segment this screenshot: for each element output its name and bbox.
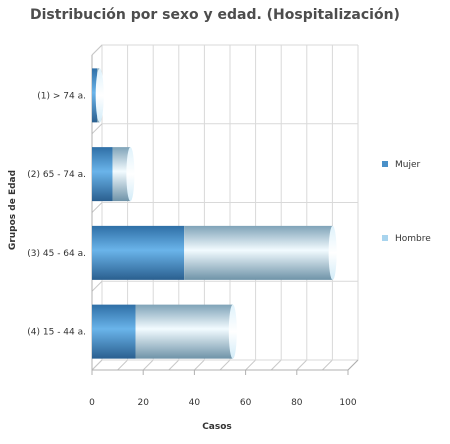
category-label-3: (3) 45 - 64 a. [27, 249, 86, 259]
x-tick-label-80: 80 [291, 398, 303, 408]
bar-end-cap-1 [95, 68, 104, 123]
bar-mujer-2 [92, 147, 113, 202]
grid-floor-line [296, 359, 308, 371]
bar-end-cap-3 [328, 225, 337, 280]
grid-wall-line [91, 123, 103, 135]
x-tick-label-0: 0 [89, 398, 95, 408]
category-labels: (1) > 74 a. (2) 65 - 74 a. (3) 45 - 64 a. (… [27, 91, 86, 337]
bar-hombre-4 [135, 304, 233, 359]
x-axis-label: Casos [202, 422, 232, 432]
grid-floor-line [117, 359, 128, 371]
x-tick-label-20: 20 [137, 398, 149, 408]
bar-hombre-3 [184, 225, 333, 280]
legend-swatch-mujer [382, 161, 388, 167]
grid-floor-line [194, 359, 205, 371]
bar-end-cap-4 [228, 304, 237, 359]
bar-mujer-3 [92, 225, 185, 280]
category-label-1: (1) > 74 a. [37, 91, 86, 101]
category-label-4: (4) 15 - 44 a. [27, 328, 86, 338]
bar-end-cap-2 [126, 147, 135, 202]
bar-hombre-2 [112, 147, 131, 202]
grid-floor-line [270, 359, 282, 371]
legend-label-hombre: Hombre [395, 234, 431, 244]
grid-floor-line [219, 359, 231, 371]
y-axis-label: Grupos de Edad [8, 170, 18, 250]
x-tick-label-60: 60 [240, 398, 252, 408]
grid-wall-line [91, 280, 103, 292]
bar-mujer-4 [92, 304, 136, 359]
x-tick-label-100: 100 [339, 398, 356, 408]
x-axis-depth-line [347, 359, 359, 371]
grid-floor-line [142, 359, 154, 371]
legend-swatch-hombre [382, 235, 388, 241]
grid-floor-line [245, 359, 256, 371]
category-label-2: (2) 65 - 74 a. [27, 170, 86, 180]
bar-mujer-1 [92, 68, 98, 123]
grid-top-edge [91, 44, 358, 56]
grid-wall-line [91, 359, 103, 371]
chart-title: Distribución por sexo y edad. (Hospitali… [30, 7, 400, 23]
grid-floor-line [168, 359, 180, 371]
x-tick-label-40: 40 [189, 398, 201, 408]
legend-label-mujer: Mujer [395, 160, 421, 170]
grid-wall-line [91, 202, 103, 213]
plot-grid [91, 44, 359, 371]
legend: Mujer Hombre [382, 160, 431, 244]
grid-wall-line [91, 44, 103, 56]
grid-floor-line [322, 359, 333, 371]
bars [92, 68, 337, 359]
x-tick-labels: 0 20 40 60 80 100 [89, 370, 357, 408]
